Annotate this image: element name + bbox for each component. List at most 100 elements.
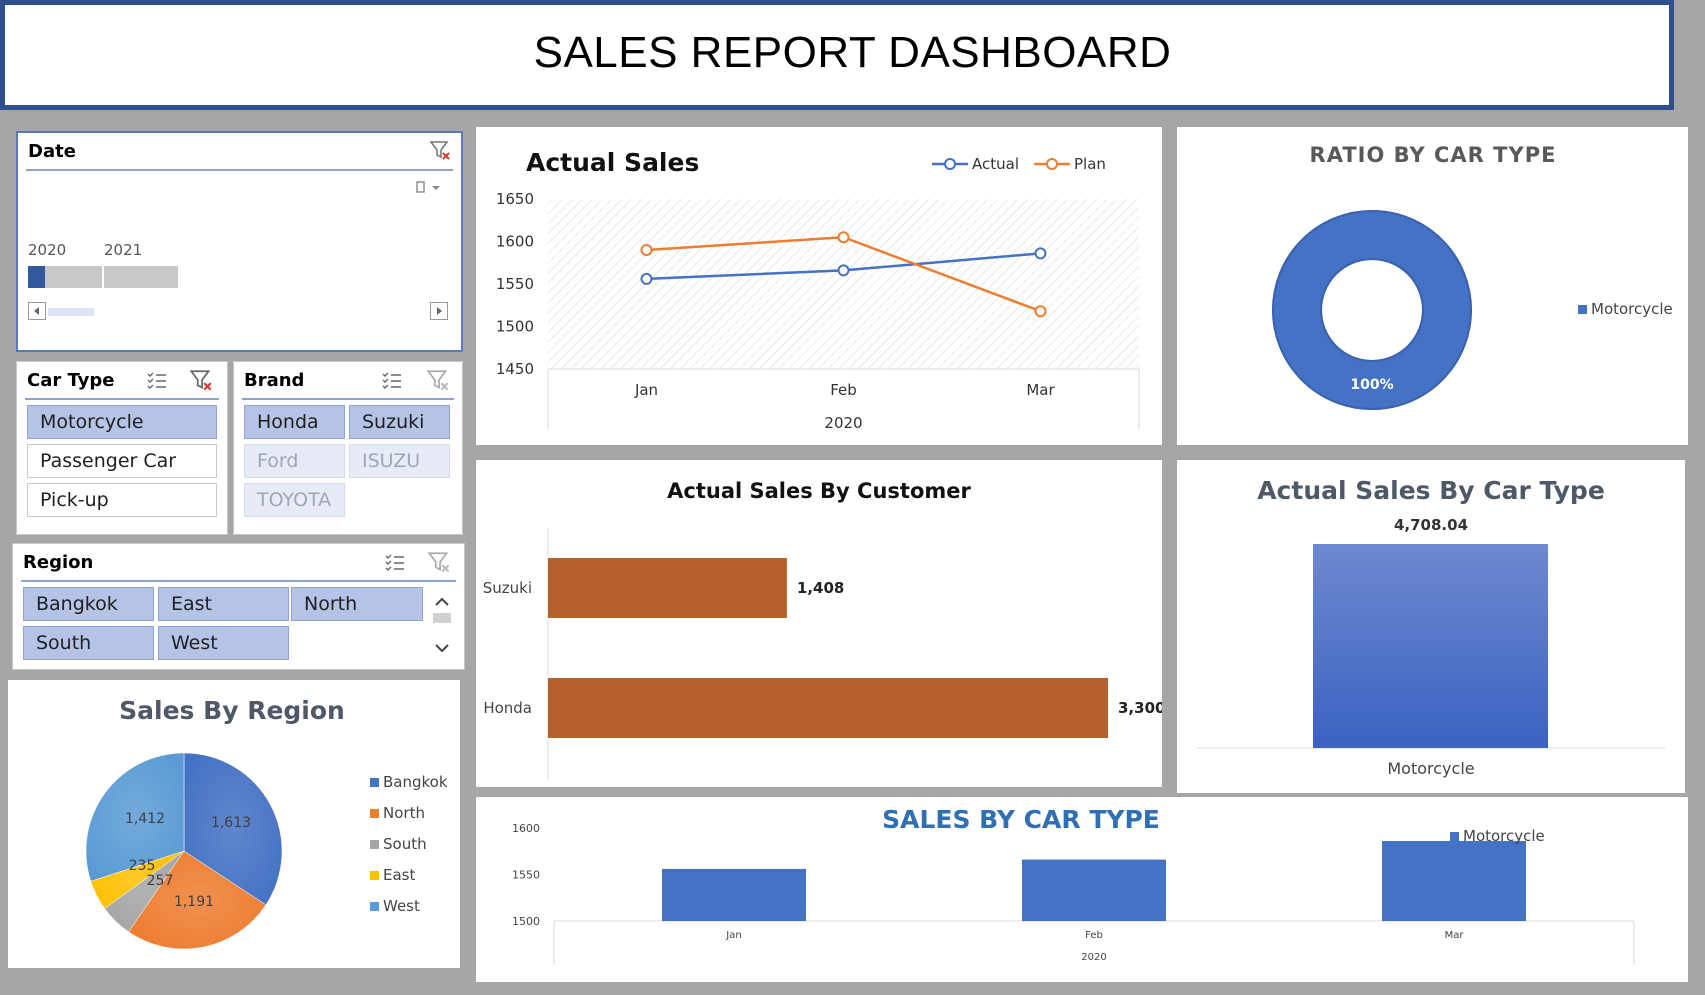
date-slicer-divider <box>26 169 453 171</box>
dashboard-title: SALES REPORT DASHBOARD <box>533 28 1172 77</box>
data-point-actual <box>1034 247 1047 260</box>
clear-filter-icon[interactable] <box>426 550 452 576</box>
chart-title: Sales By Region <box>119 696 345 725</box>
timeline-divider <box>102 266 104 288</box>
chart-title: Actual Sales By Customer <box>667 479 971 503</box>
date-slicer-title: Date <box>28 141 76 162</box>
y-tick-label: 1500 <box>512 915 540 928</box>
x-tick-label: Feb <box>1085 930 1103 941</box>
multi-select-icon[interactable] <box>145 369 169 393</box>
legend-swatch-north <box>370 809 379 818</box>
legend-swatch <box>1578 305 1587 314</box>
chart-title: RATIO BY CAR TYPE <box>1310 143 1557 167</box>
category-label-suzuki: Suzuki <box>483 579 532 597</box>
chart-title: Actual Sales <box>526 148 699 177</box>
column-jan <box>662 868 806 921</box>
date-timeline-slicer[interactable]: Date 2020 2021 <box>16 131 463 352</box>
ratio-by-car-type-donut: RATIO BY CAR TYPE 100% Motorcycle <box>1272 143 1673 410</box>
multi-select-icon[interactable] <box>380 369 404 393</box>
sales-by-car-type-monthly-panel: SALES BY CAR TYPE 1600 1550 1500 Jan Feb Mar 20… <box>476 797 1688 982</box>
region-item-east[interactable]: East <box>158 587 289 621</box>
timeline-scroll-thumb[interactable] <box>48 308 94 316</box>
clear-filter-icon[interactable] <box>428 139 452 163</box>
x-tick-label: Mar <box>1026 381 1055 399</box>
plot-area <box>548 199 1139 369</box>
car-type-item-passenger-car[interactable]: Passenger Car <box>27 444 217 478</box>
time-level-icon[interactable] <box>414 179 444 197</box>
sales-by-customer-bar-chart: Actual Sales By Customer Suzuki 1,408 Honda… <box>483 479 1165 780</box>
brand-slicer[interactable]: Brand Honda Suzuki Ford ISUZU TOYOTA <box>233 361 463 535</box>
clear-filter-icon[interactable] <box>425 368 451 394</box>
chart-title: Actual Sales By Car Type <box>1257 476 1605 505</box>
region-slicer[interactable]: Region Bangkok East North South West <box>12 543 465 670</box>
brand-item-toyota[interactable]: TOYOTA <box>244 483 345 517</box>
pie-slice-north <box>128 850 267 950</box>
bar-motorcycle <box>1313 544 1548 748</box>
legend-label-actual: Actual <box>972 155 1019 173</box>
legend-label-plan: Plan <box>1074 155 1106 173</box>
region-scrollbar[interactable] <box>430 587 454 663</box>
brand-item-suzuki[interactable]: Suzuki <box>349 405 450 439</box>
x-tick-label: Jan <box>634 381 658 399</box>
bar-honda <box>548 678 1108 738</box>
legend-swatch-south <box>370 840 379 849</box>
donut-inner-edge <box>1320 258 1424 362</box>
actual-sales-panel: Actual Sales 1650 1600 1550 1500 1450 Jan Feb Ma… <box>476 127 1162 445</box>
category-label-honda: Honda <box>483 699 532 717</box>
y-tick-label: 1600 <box>496 233 534 251</box>
column-feb <box>1022 859 1166 921</box>
brand-item-ford[interactable]: Ford <box>244 444 345 478</box>
x-tick-label: Mar <box>1445 930 1465 941</box>
legend-swatch-east <box>370 871 379 880</box>
multi-select-icon[interactable] <box>383 551 407 575</box>
data-label-east: 235 <box>129 858 156 874</box>
region-item-bangkok[interactable]: Bangkok <box>23 587 154 621</box>
timeline-selected-period[interactable] <box>28 266 45 288</box>
scroll-right-button[interactable] <box>430 302 448 320</box>
y-tick-label: 1450 <box>496 360 534 378</box>
timeline-track[interactable] <box>28 266 178 288</box>
brand-slicer-title: Brand <box>244 370 305 391</box>
car-type-item-motorcycle[interactable]: Motorcycle <box>27 405 217 439</box>
legend-label-south: South <box>383 835 427 853</box>
sales-by-car-type-bar-chart: Actual Sales By Car Type 4,708.04 Motorcyc… <box>1197 476 1665 778</box>
region-slicer-title: Region <box>23 552 94 573</box>
legend-swatch <box>1450 832 1459 841</box>
y-tick-label: 1600 <box>512 822 540 835</box>
region-item-west[interactable]: West <box>158 626 289 660</box>
y-tick-label: 1650 <box>496 190 534 208</box>
clear-filter-icon[interactable] <box>188 368 214 394</box>
donut-data-label: 100% <box>1350 377 1393 393</box>
brand-item-isuzu[interactable]: ISUZU <box>349 444 450 478</box>
sales-by-customer-panel: Actual Sales By Customer Suzuki 1,408 Honda… <box>476 460 1165 787</box>
pie-slice-west <box>85 752 185 882</box>
dashboard-header: SALES REPORT DASHBOARD <box>0 0 1674 110</box>
car-type-divider <box>25 398 219 400</box>
x-tick-label: Feb <box>830 381 857 399</box>
year-label-2021: 2021 <box>104 241 143 259</box>
data-label-south: 257 <box>147 873 174 889</box>
data-label-honda: 3,300 <box>1118 699 1162 717</box>
sales-by-region-panel: Sales By Region 1,613 1,191 257 235 1,412 Bang… <box>8 680 460 968</box>
legend-swatch-bangkok <box>370 778 379 787</box>
x-group-label: 2020 <box>1081 952 1106 963</box>
brand-item-honda[interactable]: Honda <box>244 405 345 439</box>
data-label: 4,708.04 <box>1394 516 1468 534</box>
region-item-south[interactable]: South <box>23 626 154 660</box>
donut-slice-motorcycle <box>1272 210 1472 410</box>
category-label: Motorcycle <box>1387 759 1474 778</box>
chart-title: SALES BY CAR TYPE <box>882 805 1160 834</box>
data-label-suzuki: 1,408 <box>797 579 844 597</box>
data-label-north: 1,191 <box>174 894 214 910</box>
car-type-item-pick-up[interactable]: Pick-up <box>27 483 217 517</box>
scroll-left-button[interactable] <box>28 302 46 320</box>
region-item-north[interactable]: North <box>291 587 423 621</box>
legend-label: Motorcycle <box>1463 827 1545 845</box>
legend-swatch-west <box>370 902 379 911</box>
legend-label-west: West <box>383 897 420 915</box>
legend-label-bangkok: Bangkok <box>383 773 448 791</box>
y-tick-label: 1550 <box>496 275 534 293</box>
car-type-slicer[interactable]: Car Type Motorcycle Passenger Car Pick-up <box>16 361 228 535</box>
data-point-plan <box>640 244 653 256</box>
x-group-label: 2020 <box>824 414 862 432</box>
